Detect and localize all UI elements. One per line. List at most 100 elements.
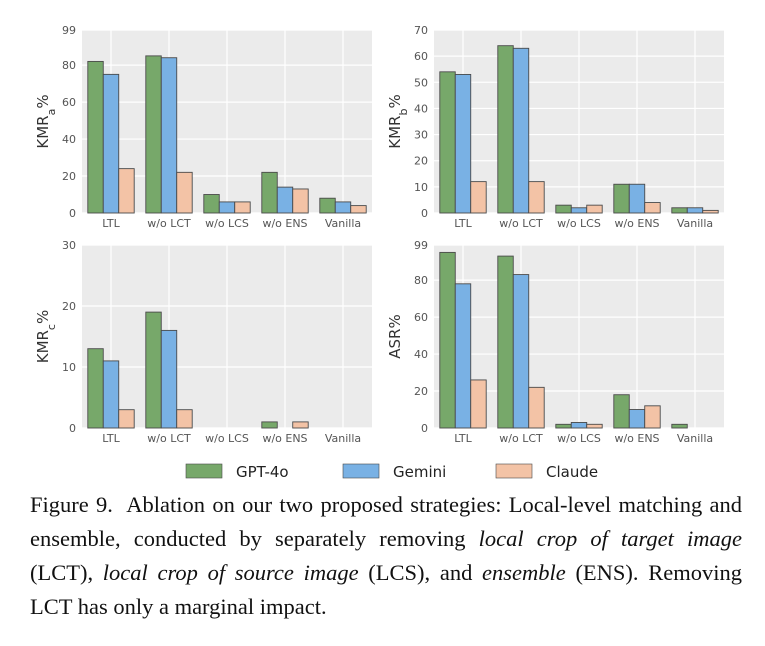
chart-panel: 0 10 20 30 LTL w/o LCT w/o LCS w/o ENS Vanilla KM… <box>34 239 372 445</box>
legend-swatch <box>495 463 533 479</box>
bar <box>102 73 120 214</box>
y-tick-label: 30 <box>62 239 76 252</box>
x-tick-label: w/o LCS <box>557 217 601 230</box>
chart-panel: 0 20 40 60 80 99 LTL w/o LCT w/o LCS w/o ENS Vanil… <box>34 24 372 230</box>
y-tick-label: 80 <box>62 59 76 72</box>
y-tick-label: 20 <box>414 155 428 168</box>
bar <box>628 183 646 214</box>
bar <box>586 423 603 429</box>
bar <box>686 207 704 214</box>
legend-label: GPT-4o <box>236 463 289 481</box>
x-tick-label: Vanilla <box>325 217 361 230</box>
y-tick-label: 20 <box>414 385 428 398</box>
y-tick-label: 20 <box>62 170 76 183</box>
bar <box>102 360 120 429</box>
bar <box>628 409 646 429</box>
bar <box>87 60 104 214</box>
y-tick-label: 50 <box>414 76 428 89</box>
bar <box>176 171 193 214</box>
chart-panels: 0 20 40 60 80 99 LTL w/o LCT w/o LCS w/o ENS Vanil… <box>34 24 724 445</box>
bar <box>702 209 719 214</box>
bar <box>261 421 278 429</box>
y-tick-label: 20 <box>62 300 76 313</box>
bar <box>276 186 294 214</box>
caption-emph-lct: local crop of target image <box>478 526 743 551</box>
caption-emph-lcs: local crop of source image <box>102 560 359 585</box>
bar <box>528 386 545 429</box>
x-tick-label: Vanilla <box>677 432 713 445</box>
bar <box>118 168 135 214</box>
x-tick-label: w/o LCT <box>147 432 191 445</box>
bar <box>350 205 367 214</box>
x-tick-label: LTL <box>102 217 120 230</box>
bar <box>555 423 572 429</box>
bar <box>512 47 530 214</box>
y-tick-label: 0 <box>421 422 428 435</box>
bar <box>586 204 603 214</box>
y-tick-label: 10 <box>414 181 428 194</box>
legend-swatch <box>342 463 380 479</box>
x-tick-label: Vanilla <box>325 432 361 445</box>
caption-text-3: (LCS), and <box>358 560 483 585</box>
y-tick-label: 40 <box>62 133 76 146</box>
bar <box>439 251 456 429</box>
bar <box>555 204 572 214</box>
bar <box>497 45 514 214</box>
x-tick-label: w/o ENS <box>614 217 659 230</box>
legend-label: Gemini <box>393 463 446 481</box>
y-tick-label: 40 <box>414 348 428 361</box>
bar <box>671 423 688 429</box>
y-tick-label: 0 <box>69 422 76 435</box>
caption-text-1: Ablation on our two proposed strategies:… <box>30 492 742 551</box>
bar <box>292 421 309 429</box>
figure-caption: Figure 9. Ablation on our two proposed s… <box>30 488 742 624</box>
y-axis-label: KMRc% <box>34 310 58 364</box>
y-tick-label: 30 <box>414 129 428 142</box>
y-tick-label: 40 <box>414 102 428 115</box>
y-tick-label: 0 <box>69 207 76 220</box>
bar <box>454 283 472 429</box>
x-tick-label: w/o LCT <box>147 217 191 230</box>
x-tick-label: w/o LCS <box>557 432 601 445</box>
bar <box>176 409 193 429</box>
bar <box>570 422 588 429</box>
bar <box>145 311 162 429</box>
y-tick-label: 10 <box>62 361 76 374</box>
caption-text-4: (ENS). Removing LCT has only a marginal … <box>30 560 742 619</box>
bar <box>528 181 545 214</box>
legend-label: Claude <box>546 463 598 481</box>
y-tick-label: 99 <box>414 239 428 252</box>
bar <box>613 183 630 214</box>
bar <box>671 207 688 214</box>
bar <box>644 405 661 429</box>
x-tick-label: w/o ENS <box>614 432 659 445</box>
y-axis-label: ASR% <box>386 314 404 358</box>
bar <box>470 379 487 429</box>
x-tick-label: w/o LCS <box>205 217 249 230</box>
caption-text-2: (LCT), <box>30 560 103 585</box>
x-tick-label: w/o ENS <box>262 217 307 230</box>
bar <box>570 207 588 214</box>
x-tick-label: w/o ENS <box>262 432 307 445</box>
x-tick-label: LTL <box>454 217 472 230</box>
bar <box>439 71 456 214</box>
x-tick-label: w/o LCT <box>499 432 543 445</box>
y-tick-label: 60 <box>62 96 76 109</box>
bar <box>261 171 278 214</box>
y-axis-label: KMRa% <box>34 94 58 148</box>
bar <box>334 201 352 214</box>
bar <box>118 409 135 429</box>
y-axis-label: KMRb% <box>386 94 410 148</box>
bar <box>160 57 178 214</box>
bar <box>145 55 162 214</box>
x-tick-label: w/o LCS <box>205 432 249 445</box>
bar <box>613 394 630 429</box>
bar <box>234 201 251 214</box>
x-tick-label: w/o LCT <box>499 217 543 230</box>
x-tick-label: LTL <box>454 432 472 445</box>
caption-label: Figure 9. <box>30 492 113 517</box>
bar <box>203 194 220 214</box>
y-tick-label: 70 <box>414 24 428 37</box>
y-tick-label: 0 <box>421 207 428 220</box>
